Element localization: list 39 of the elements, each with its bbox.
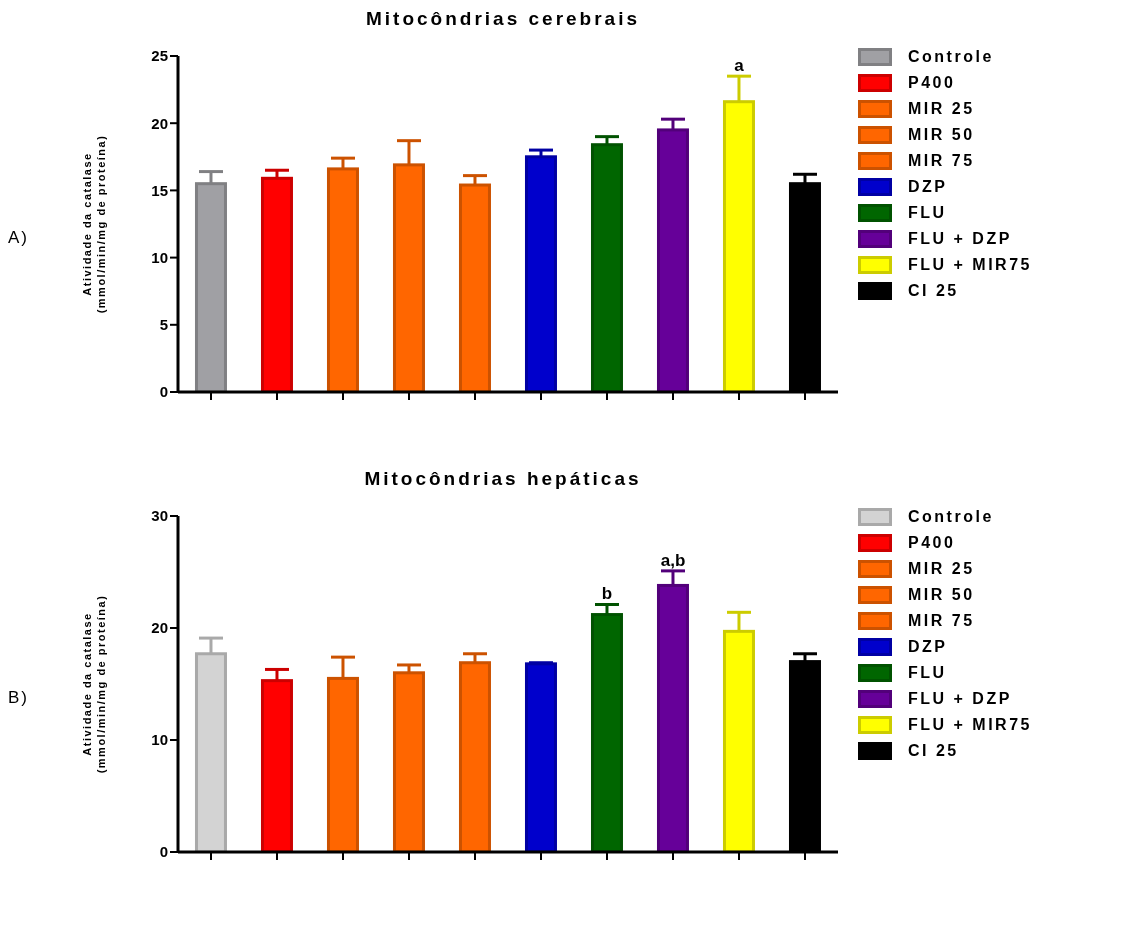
legend-label: CI 25 (908, 282, 959, 300)
text: B) (8, 688, 30, 708)
legend-label: Controle (908, 48, 994, 66)
legend-label: FLU (908, 204, 947, 222)
chart-title: Mitocôndrias cerebrais (365, 8, 641, 30)
y-tick-label: 30 (151, 507, 168, 525)
legend-label: FLU + MIR75 (908, 716, 1032, 734)
legend-label: DZP (908, 638, 948, 656)
annotation: a,b (660, 550, 686, 570)
chart-title: Mitocôndrias hepáticas (364, 468, 642, 490)
legend-label: FLU + MIR75 (908, 256, 1032, 274)
legend-label: CI 25 (908, 742, 959, 760)
legend-label: MIR 50 (908, 586, 975, 604)
y-tick-label: 20 (151, 619, 168, 637)
annotation: b (601, 584, 613, 604)
legend-label: MIR 50 (908, 126, 975, 144)
text: A) (8, 228, 30, 248)
y-tick-label: 15 (151, 181, 168, 199)
annotation: a (734, 56, 745, 76)
legend-label: FLU (908, 664, 947, 682)
legend-label: MIR 25 (908, 560, 975, 578)
legend-label: Controle (908, 508, 994, 526)
y-tick-label: 5 (159, 316, 168, 334)
legend-label: P400 (908, 74, 956, 92)
y-tick-label: 10 (151, 248, 168, 266)
legend-label: FLU + DZP (908, 230, 1012, 248)
y-axis-title: Atividade da catalase (mmol/min/mg de proteína) (81, 594, 107, 774)
legend-label: DZP (908, 178, 948, 196)
legend-label: MIR 75 (908, 612, 975, 630)
y-tick-label: 0 (159, 383, 168, 401)
legend-label: MIR 25 (908, 100, 975, 118)
y-tick-label: 0 (159, 843, 168, 861)
legend-label: P400 (908, 534, 956, 552)
y-tick-label: 25 (151, 47, 168, 65)
y-axis-title: Atividade da catalase (mmol/min/mg de proteína) (81, 134, 107, 314)
legend-label: MIR 75 (908, 152, 975, 170)
y-tick-label: 10 (151, 731, 168, 749)
legend-label: FLU + DZP (908, 690, 1012, 708)
y-tick-label: 20 (151, 114, 168, 132)
